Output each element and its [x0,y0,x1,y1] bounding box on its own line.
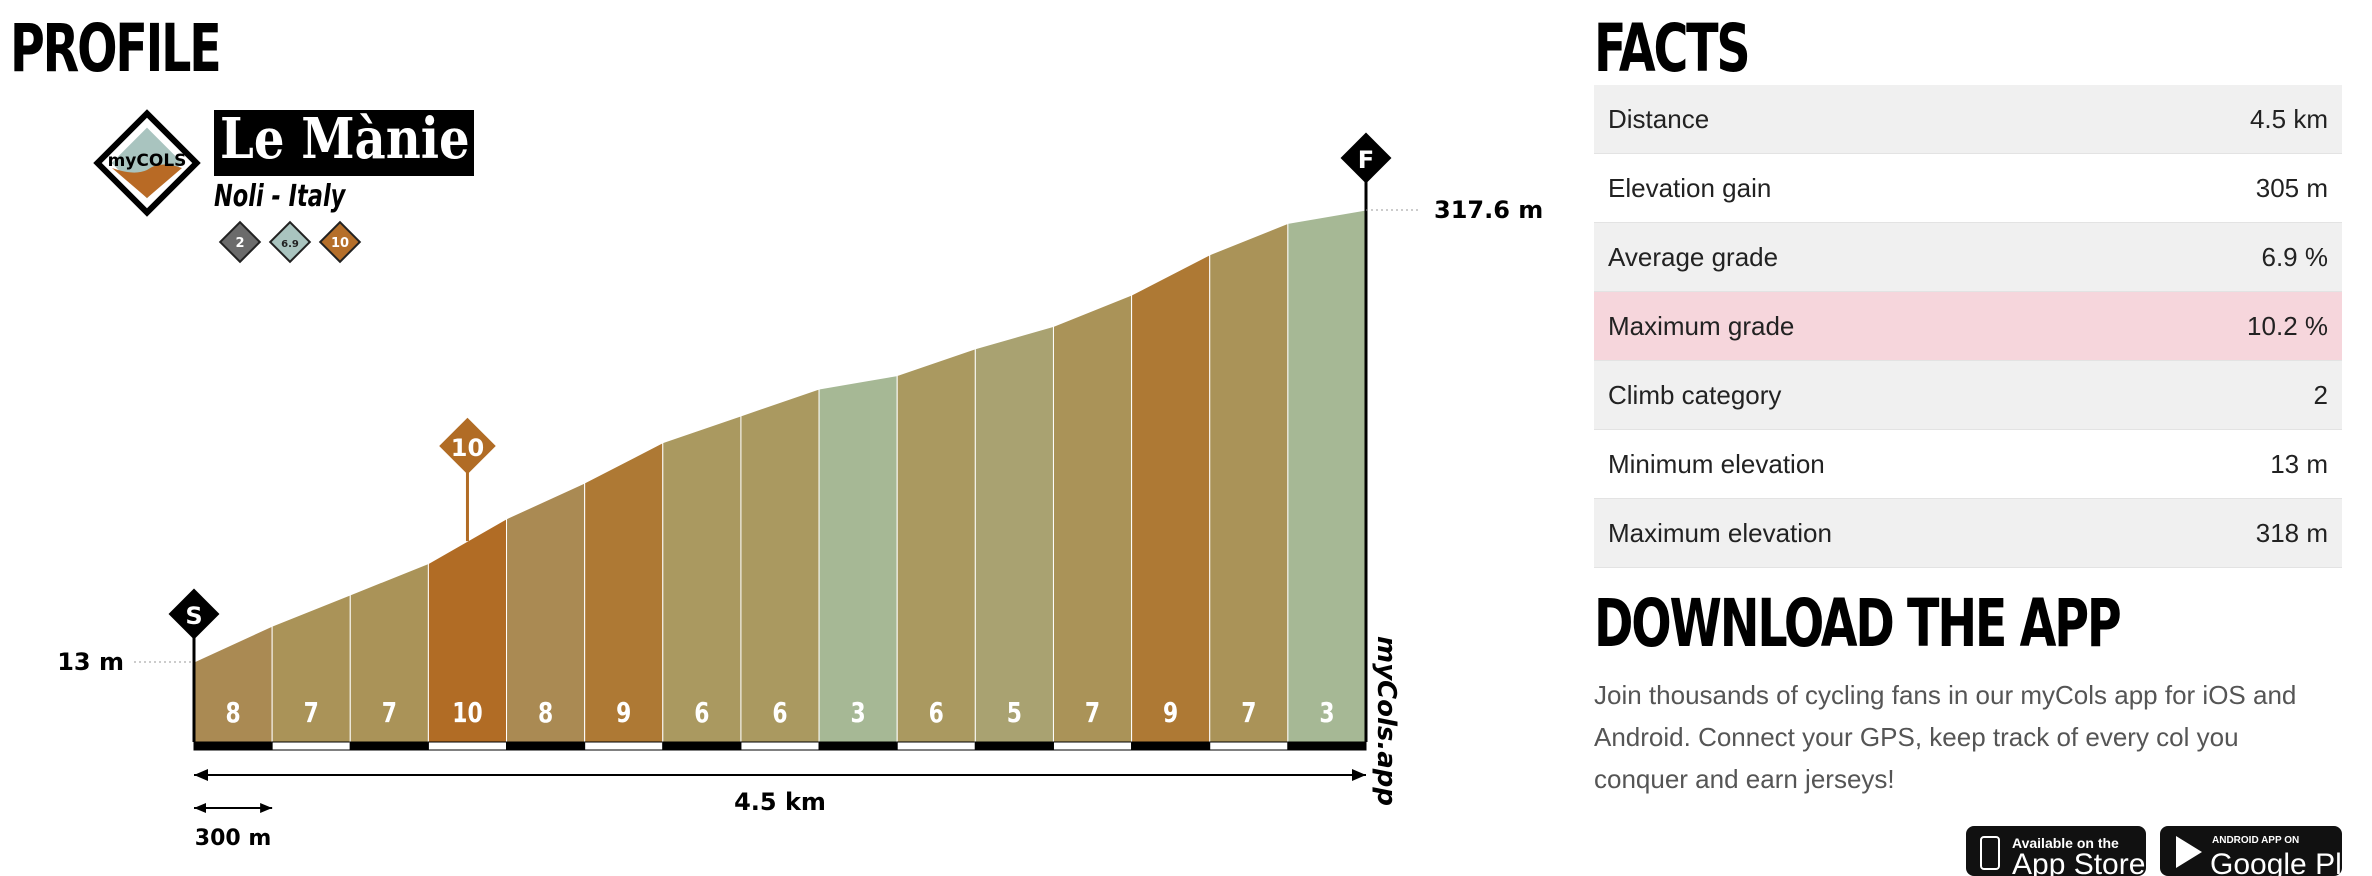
elevation-profile-chart: 8 7 7 10 8 9 6 6 3 6 5 7 9 7 3 S F 10 13 m 317.6 m 4.5 km 300… [57,107,1544,851]
facts-table: Distance 4.5 km Elevation gain 305 m Ave… [1594,85,2342,568]
finish-marker [1340,132,1392,184]
play-icon [2176,836,2202,868]
segment-grade-label: 8 [225,696,240,728]
segment-grade-label: 7 [382,696,397,728]
segment-grade-label: 10 [452,696,482,728]
google-play-button[interactable]: ANDROID APP ON Google Play [2160,826,2342,876]
distance-arrow-right-head [1352,769,1366,781]
distance-scale-block [662,741,742,751]
badge-label: 10 [331,236,349,251]
distance-scale-block [896,741,976,751]
fact-label: Climb category [1608,379,1782,410]
segment-grade-label: 6 [772,696,787,728]
profile-segment [1052,294,1133,743]
badge-icon [268,220,312,264]
profile-segment [1131,253,1211,743]
profile-segment [1209,222,1289,743]
badge-icon [318,220,362,264]
title-background [214,110,474,176]
fact-row-climb-category: Climb category 2 [1594,361,2342,430]
fact-row-distance: Distance 4.5 km [1594,85,2342,154]
finish-marker-label: F [1358,146,1374,174]
distance-scale-block [506,741,586,751]
logo-mountain-icon [112,164,182,198]
segment-grade-label: 9 [616,696,631,728]
climb-name: Le Mànie [220,107,470,172]
download-description: Join thousands of cycling fans in our my… [1594,680,2297,794]
profile-segment [818,374,898,743]
badge-label: 6.9 [281,239,299,250]
segment-arrow-right-head [260,803,273,813]
phone-icon [1980,836,2000,870]
segment-grade-label: 5 [1007,696,1022,728]
start-elevation-label: 13 m [57,648,124,676]
end-elevation-label: 317.6 m [1434,196,1543,224]
badge-label: 2 [235,236,244,251]
fact-label: Distance [1608,103,1710,134]
segment-grade-label: 7 [1085,696,1100,728]
distance-scale-block [1209,741,1289,751]
segment-length-label: 300 m [195,826,272,851]
total-distance-label: 4.5 km [734,788,826,816]
profile-segment [662,415,742,743]
profile-segment [1287,209,1367,743]
fact-label: Maximum grade [1608,310,1795,341]
profile-segment [740,388,820,743]
fact-value: 6.9 % [2261,241,2329,272]
distance-arrow-left-head [194,769,208,781]
fact-value: 318 m [2255,517,2328,548]
google-play-small-label: ANDROID APP ON [2212,835,2300,846]
distance-scale-block [1287,741,1367,751]
fact-value: 305 m [2255,172,2328,203]
fact-row-maximum-grade: Maximum grade 10.2 % [1594,292,2342,361]
segment-grade-label: 8 [538,696,553,728]
google-play-big-label: Google Play [2210,848,2342,876]
segment-grade-label: 3 [851,696,866,728]
distance-scale-block [974,741,1054,751]
app-store-big-label: App Store [2012,848,2146,876]
max-grade-marker-label: 10 [451,434,484,462]
fact-value: 2 [2313,379,2328,410]
distance-scale-block [1131,741,1211,751]
fact-value: 4.5 km [2249,103,2328,134]
profile-segment [974,325,1054,743]
badge-icon [218,220,262,264]
fact-label: Elevation gain [1608,172,1772,203]
distance-scale-block [818,741,898,751]
app-store-small-label: Available on the [2012,835,2119,851]
watermark-text: myCols.app [1371,636,1401,806]
facts-heading: FACTS [1594,10,1751,87]
start-marker-label: S [185,602,202,630]
fact-value: 13 m [2270,448,2328,479]
distance-scale-block [740,741,820,751]
distance-scale-block [1052,741,1133,751]
segment-grade-label: 3 [1319,696,1334,728]
logo-text: myCOLS [108,151,187,171]
segment-arrow-left-head [194,803,206,813]
distance-scale-block [584,741,664,751]
fact-row-maximum-elevation: Maximum elevation 318 m [1594,499,2342,568]
profile-segment [896,348,976,743]
fact-row-average-grade: Average grade 6.9 % [1594,223,2342,292]
segment-grade-label: 7 [304,696,319,728]
climb-location: Noli - Italy [214,179,347,214]
fact-value: 10.2 % [2247,310,2328,341]
fact-row-elevation-gain: Elevation gain 305 m [1594,154,2342,223]
segment-grade-label: 6 [929,696,944,728]
distance-scale-block [427,741,508,751]
segment-grade-label: 9 [1163,696,1178,728]
fact-label: Maximum elevation [1608,517,1832,548]
fact-label: Minimum elevation [1608,448,1825,479]
start-marker [168,588,220,640]
fact-row-minimum-elevation: Minimum elevation 13 m [1594,430,2342,499]
app-store-button[interactable]: Available on the App Store [1966,826,2146,876]
distance-scale-block [349,741,429,751]
fact-label: Average grade [1608,241,1779,272]
distance-scale-block [271,741,351,751]
segment-grade-label: 7 [1241,696,1256,728]
download-heading: DOWNLOAD THE APP [1594,585,2122,662]
profile-heading: PROFILE [10,10,222,87]
segment-grade-label: 6 [694,696,709,728]
distance-scale-block [193,741,273,751]
